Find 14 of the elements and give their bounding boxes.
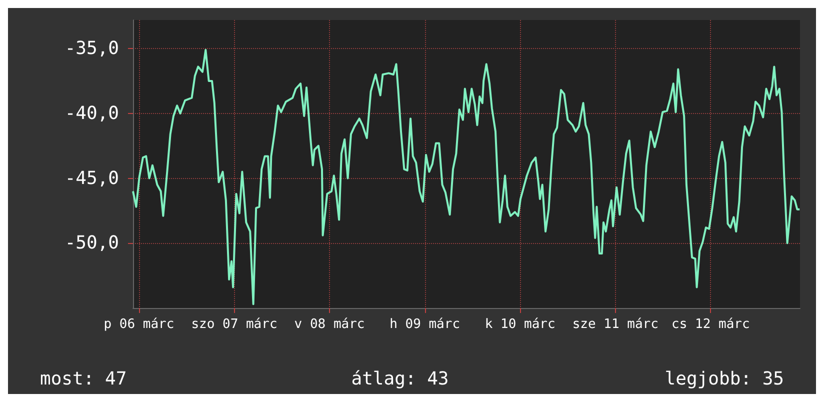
- y-tick-label: -40,0: [64, 102, 119, 124]
- text: legjobb: 35: [664, 368, 784, 390]
- x-tick-label: szo 07 márc: [191, 317, 278, 332]
- y-tick-label: -35,0: [64, 38, 119, 60]
- x-tick-label: k 10 márc: [484, 317, 556, 332]
- x-tick-label: v 08 márc: [294, 317, 365, 332]
- x-tick-label: h 09 márc: [390, 317, 460, 332]
- text: átlag: 43: [351, 368, 449, 390]
- x-tick-label: cs 12 márc: [672, 317, 750, 332]
- y-tick-label: -50,0: [64, 232, 119, 254]
- y-tick-label: -45,0: [64, 168, 119, 189]
- x-tick-label: sze 11 márc: [572, 317, 658, 332]
- text: most: 47: [40, 368, 127, 390]
- x-tick-label: p 06 márc: [104, 317, 174, 332]
